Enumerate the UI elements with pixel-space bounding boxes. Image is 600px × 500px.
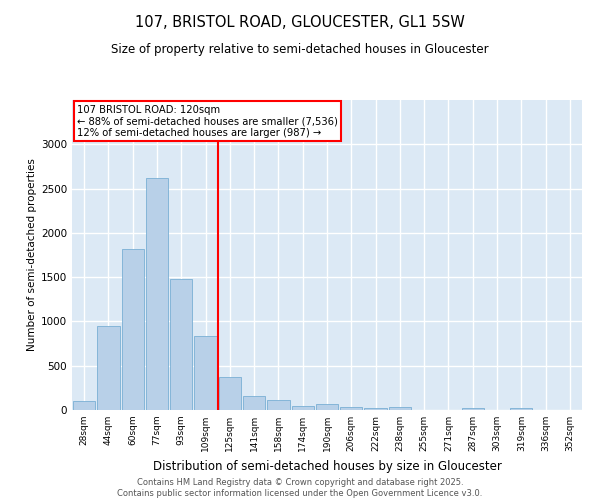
Text: 107, BRISTOL ROAD, GLOUCESTER, GL1 5SW: 107, BRISTOL ROAD, GLOUCESTER, GL1 5SW [135,15,465,30]
Bar [122,249,144,410]
Bar [510,408,532,410]
Bar [389,408,411,410]
Bar [316,404,338,410]
Y-axis label: Number of semi-detached properties: Number of semi-detached properties [27,158,37,352]
Bar [218,377,241,410]
Bar [267,400,290,410]
Bar [292,406,314,410]
Bar [243,396,265,410]
Bar [97,326,119,410]
Text: 107 BRISTOL ROAD: 120sqm
← 88% of semi-detached houses are smaller (7,536)
12% o: 107 BRISTOL ROAD: 120sqm ← 88% of semi-d… [77,104,338,138]
Text: Contains HM Land Registry data © Crown copyright and database right 2025.
Contai: Contains HM Land Registry data © Crown c… [118,478,482,498]
Bar [73,401,95,410]
Bar [146,178,168,410]
Bar [170,279,193,410]
Bar [194,336,217,410]
Bar [461,408,484,410]
Bar [364,408,387,410]
X-axis label: Distribution of semi-detached houses by size in Gloucester: Distribution of semi-detached houses by … [152,460,502,472]
Bar [340,408,362,410]
Text: Size of property relative to semi-detached houses in Gloucester: Size of property relative to semi-detach… [111,42,489,56]
